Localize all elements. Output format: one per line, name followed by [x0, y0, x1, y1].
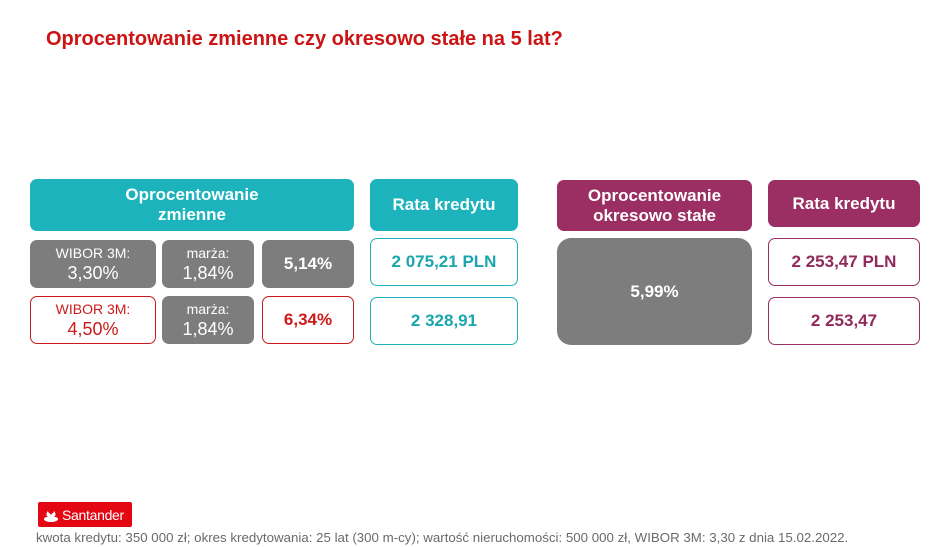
footnote: kwota kredytu: 350 000 zł; okres kredyto… [36, 530, 849, 545]
variable-installment-value-2: 2 328,91 [410, 311, 478, 331]
fixed-installment-value-1: 2 253,47 PLN [791, 252, 897, 272]
fixed-header-line1: Oprocentowanie [587, 185, 722, 205]
variable-total-value-1: 5,14% [283, 254, 333, 274]
fixed-rate-box: 5,99% [557, 238, 752, 345]
margin-label-2: marża: [186, 300, 230, 317]
variable-total-rate-1: 5,14% [262, 240, 354, 288]
variable-installment-header: Rata kredytu [370, 179, 518, 231]
margin-value-2: 1,84% [182, 318, 234, 339]
wibor-current-label: WIBOR 3M: [55, 244, 131, 261]
fixed-header-line2: okresowo stałe [593, 205, 716, 225]
margin-label-1: marża: [186, 244, 230, 261]
wibor-current-value: 3,30% [67, 262, 119, 283]
fixed-rate-header: Oprocentowanie okresowo stałe [557, 180, 752, 231]
fixed-installment-value-2: 2 253,47 [810, 311, 878, 331]
variable-installment-1: 2 075,21 PLN [370, 238, 518, 286]
flame-icon [44, 508, 58, 522]
variable-installment-value-1: 2 075,21 PLN [391, 252, 497, 272]
margin-box-1: marża: 1,84% [162, 240, 254, 288]
wibor-scenario-value: 4,50% [67, 318, 119, 339]
variable-rate-header: Oprocentowanie zmienne [30, 179, 354, 231]
logo-text: Santander [62, 506, 124, 523]
wibor-scenario-box: WIBOR 3M: 4,50% [30, 296, 156, 344]
fixed-installment-1: 2 253,47 PLN [768, 238, 920, 286]
fixed-installment-header: Rata kredytu [768, 180, 920, 227]
variable-header-line2: zmienne [157, 205, 227, 224]
margin-value-1: 1,84% [182, 262, 234, 283]
variable-installment-header-label: Rata kredytu [392, 195, 496, 215]
fixed-installment-2: 2 253,47 [768, 297, 920, 345]
page-title: Oprocentowanie zmienne czy okresowo stał… [46, 28, 563, 50]
variable-header-line1: Oprocentowanie [125, 185, 259, 205]
santander-logo: Santander [38, 502, 132, 527]
wibor-current-box: WIBOR 3M: 3,30% [30, 240, 156, 288]
variable-total-rate-2: 6,34% [262, 296, 354, 344]
variable-installment-2: 2 328,91 [370, 297, 518, 345]
fixed-rate-value: 5,99% [630, 281, 679, 301]
variable-total-value-2: 6,34% [283, 310, 333, 330]
fixed-installment-header-label: Rata kredytu [792, 193, 896, 213]
margin-box-2: marża: 1,84% [162, 296, 254, 344]
wibor-scenario-label: WIBOR 3M: [55, 300, 131, 317]
